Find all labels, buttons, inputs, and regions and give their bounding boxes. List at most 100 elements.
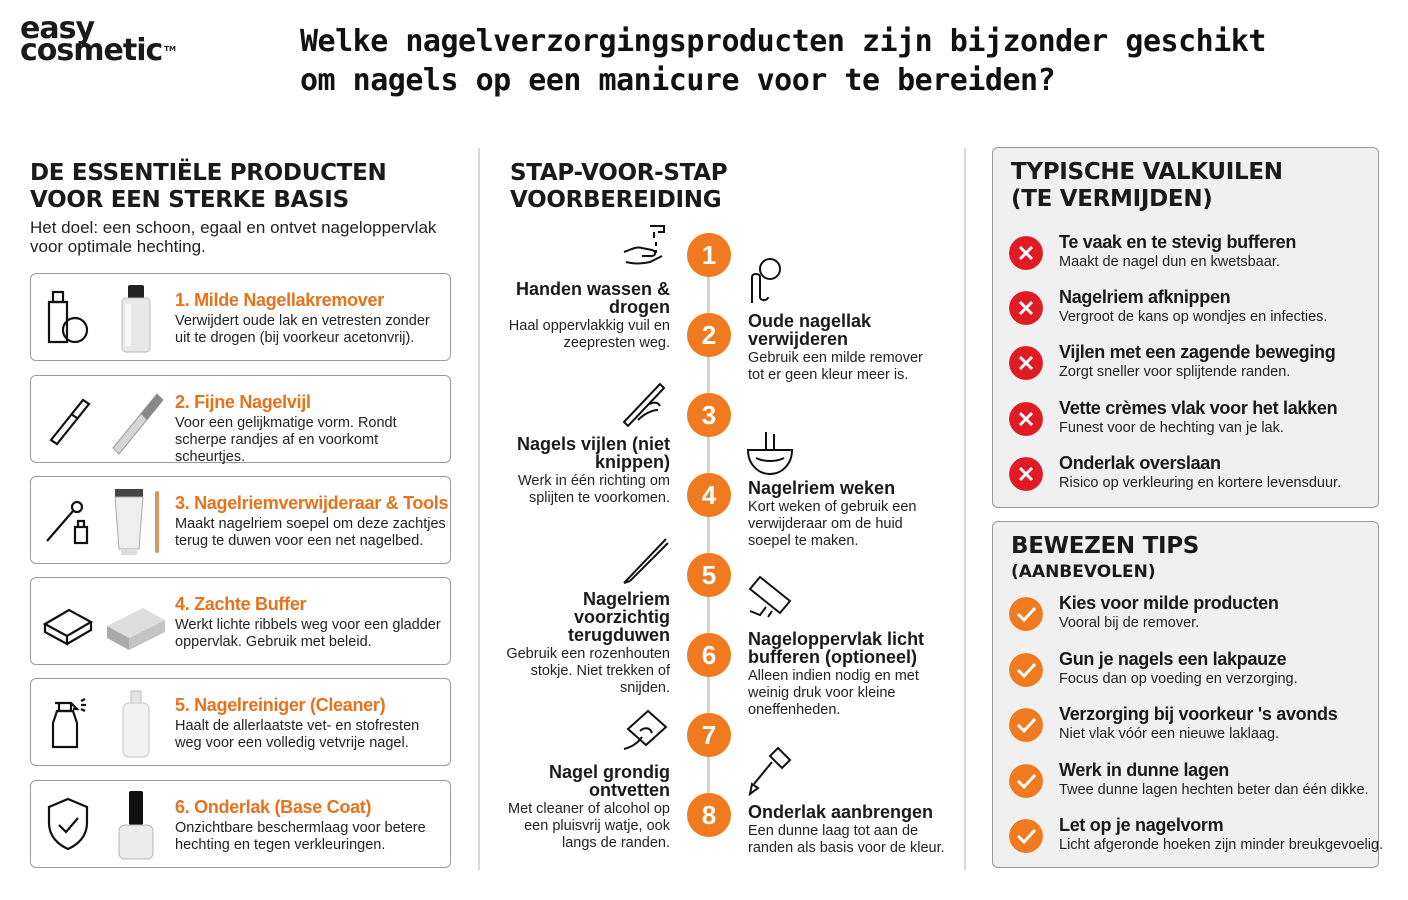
tip-desc: Focus dan op voeding en verzorging. bbox=[1059, 671, 1298, 687]
wipe-nail-icon bbox=[623, 709, 668, 750]
tip-item: Werk in dunne lagen Twee dunne lagen hec… bbox=[1009, 760, 1369, 804]
step-desc: Alleen indien nodig en met weinig druk v… bbox=[748, 668, 919, 718]
step-desc: Werk in één richting om splijten te voor… bbox=[517, 473, 670, 506]
tips-box: BEWEZEN TIPS (AANBEVOLEN) Kies voor mild… bbox=[992, 521, 1383, 868]
tips-heading: BEWEZEN TIPS bbox=[1011, 533, 1200, 559]
tip-item: Verzorging bij voorkeur 's avonds Niet v… bbox=[1009, 704, 1369, 748]
cuticle-tube-photo bbox=[114, 489, 159, 555]
product-card-cleaner: 5. Nagelreiniger (Cleaner) Haalt de alle… bbox=[30, 678, 451, 766]
cotton-pad-finger-icon bbox=[751, 258, 781, 303]
tip-title: Werk in dunne lagen bbox=[1059, 760, 1229, 780]
logo-trademark: TM bbox=[164, 45, 177, 53]
pitfall-desc: Funest voor de hechting van je lak. bbox=[1059, 420, 1284, 436]
step-desc: Een dunne laag tot aan de randen als bas… bbox=[748, 823, 945, 856]
step-5: Nagelriem voorzichtig terugduwen Gebruik… bbox=[484, 590, 670, 697]
product-card-file: 2. Fijne Nagelvijl Voor een gelijkmatige… bbox=[30, 375, 451, 465]
tip-item: Gun je nagels een lakpauze Focus dan op … bbox=[1009, 649, 1369, 693]
product-desc: Maakt nagelriem soepel om deze zachtjes … bbox=[175, 516, 446, 549]
basecoat-bottle-photo bbox=[118, 791, 154, 860]
nail-file-icon bbox=[49, 398, 91, 446]
pitfall-item: Vette crèmes vlak voor het lakken Funest… bbox=[1009, 398, 1369, 442]
tip-desc: Twee dunne lagen hechten beter dan één d… bbox=[1059, 782, 1369, 798]
column-divider-right bbox=[964, 148, 966, 870]
tip-desc: Licht afgeronde hoeken zijn minder breuk… bbox=[1059, 837, 1384, 853]
pitfall-desc: Zorgt sneller voor splijtende randen. bbox=[1059, 364, 1291, 380]
pitfall-item: Onderlak overslaan Risico op verkleuring… bbox=[1009, 453, 1369, 497]
soak-bowl-icon bbox=[746, 432, 794, 476]
remover-bottle-photo bbox=[121, 285, 151, 353]
pitfall-title: Onderlak overslaan bbox=[1059, 453, 1221, 473]
step-7: Nagel grondig ontvetten Met cleaner of a… bbox=[500, 763, 670, 852]
tip-title: Verzorging bij voorkeur 's avonds bbox=[1059, 704, 1338, 724]
step-3: Nagels vijlen (niet knippen) Werk in één… bbox=[500, 435, 670, 507]
step-number-5: 5 bbox=[687, 553, 731, 597]
column-divider-left bbox=[478, 148, 480, 870]
filing-nail-icon bbox=[622, 382, 666, 428]
buffer-block-icon bbox=[43, 608, 93, 646]
cleaner-bottle-photo bbox=[122, 690, 150, 758]
buffer-block-photo bbox=[107, 608, 165, 650]
product-desc: Verwijdert oude lak en vetresten zonder … bbox=[175, 313, 430, 346]
logo-line-2: cosmetic bbox=[20, 33, 163, 68]
step-number-3: 3 bbox=[687, 393, 731, 437]
step-number-1: 1 bbox=[687, 233, 731, 277]
step-desc: Met cleaner of alcohol op een pluisvrij … bbox=[507, 801, 670, 851]
product-desc: Haalt de allerlaatste vet- en stofresten… bbox=[175, 718, 420, 751]
steps-heading: STAP-VOOR-STAP VOORBEREIDING bbox=[510, 160, 728, 213]
pitfall-item: Vijlen met een zagende beweging Zorgt sn… bbox=[1009, 342, 1369, 386]
check-icon bbox=[1009, 764, 1043, 798]
tip-title: Let op je nagelvorm bbox=[1059, 815, 1224, 835]
product-card-cuticle: 3. Nagelriemverwijderaar & Tools Maakt n… bbox=[30, 476, 451, 564]
page-title: Welke nagelverzorgingsproducten zijn bij… bbox=[300, 24, 1266, 98]
pitfall-item: Nagelriem afknippen Vergroot de kans op … bbox=[1009, 287, 1369, 331]
tip-title: Kies voor milde producten bbox=[1059, 593, 1279, 613]
step-title: Nagels vijlen (niet knippen) bbox=[516, 434, 670, 472]
pitfall-title: Nagelriem afknippen bbox=[1059, 287, 1231, 307]
step-title: Nageloppervlak licht bufferen (optioneel… bbox=[748, 629, 925, 667]
step-title: Nagel grondig ontvetten bbox=[549, 762, 670, 800]
step-2: Oude nagellak verwijderen Gebruik een mi… bbox=[748, 312, 928, 384]
product-title: 2. Fijne Nagelvijl bbox=[175, 392, 311, 412]
step-title: Nagelriem weken bbox=[748, 478, 896, 498]
logo-line-1: easy bbox=[20, 11, 95, 46]
cross-icon bbox=[1009, 457, 1043, 491]
pitfall-item: Te vaak en te stevig bufferen Maakt de n… bbox=[1009, 232, 1369, 276]
step-1: Handen wassen & drogen Haal oppervlakkig… bbox=[470, 280, 670, 352]
step-number-8: 8 bbox=[687, 793, 731, 837]
pitfall-title: Vette crèmes vlak voor het lakken bbox=[1059, 398, 1338, 418]
products-heading: DE ESSENTIËLE PRODUCTEN VOOR EEN STERKE … bbox=[30, 160, 387, 213]
step-title: Handen wassen & drogen bbox=[515, 279, 670, 317]
product-title: 1. Milde Nagellakremover bbox=[175, 290, 384, 310]
tips-subheading: (AANBEVOLEN) bbox=[1011, 562, 1156, 582]
product-desc: Voor een gelijkmatige vorm. Rondt scherp… bbox=[175, 415, 397, 465]
tip-desc: Vooral bij de remover. bbox=[1059, 615, 1200, 631]
step-desc: Gebruik een rozenhouten stokje. Niet tre… bbox=[506, 646, 670, 696]
pitfalls-heading: TYPISCHE VALKUILEN (TE VERMIJDEN) bbox=[1011, 159, 1283, 212]
product-card-basecoat: 6. Onderlak (Base Coat) Onzichtbare besc… bbox=[30, 780, 451, 868]
nail-file-photo bbox=[112, 393, 164, 455]
tip-title: Gun je nagels een lakpauze bbox=[1059, 649, 1287, 669]
product-desc: Onzichtbare beschermlaag voor betere hec… bbox=[175, 820, 426, 853]
check-icon bbox=[1009, 597, 1043, 631]
products-subtitle: Het doel: een schoon, egaal en ontvet na… bbox=[30, 218, 437, 256]
product-title: 3. Nagelriemverwijderaar & Tools bbox=[175, 493, 449, 513]
step-number-4: 4 bbox=[687, 473, 731, 517]
step-number-7: 7 bbox=[687, 713, 731, 757]
pitfall-desc: Vergroot de kans op wondjes en infecties… bbox=[1059, 309, 1328, 325]
cross-icon bbox=[1009, 291, 1043, 325]
buffer-nail-icon bbox=[748, 575, 792, 618]
orange-stick-icon bbox=[623, 538, 669, 584]
cross-icon bbox=[1009, 346, 1043, 380]
step-title: Oude nagellak verwijderen bbox=[748, 311, 872, 349]
step-6: Nageloppervlak licht bufferen (optioneel… bbox=[748, 630, 928, 719]
pitfall-title: Te vaak en te stevig bufferen bbox=[1059, 232, 1297, 252]
pitfall-desc: Risico op verkleuring en kortere levensd… bbox=[1059, 475, 1342, 491]
step-4: Nagelriem weken Kort weken of gebruik ee… bbox=[748, 479, 923, 550]
pitfall-title: Vijlen met een zagende beweging bbox=[1059, 342, 1336, 362]
step-number-6: 6 bbox=[687, 633, 731, 677]
step-desc: Gebruik een milde remover tot er geen kl… bbox=[748, 350, 923, 383]
cross-icon bbox=[1009, 402, 1043, 436]
product-desc: Werkt lichte ribbels weg voor een gladde… bbox=[175, 617, 441, 650]
check-icon bbox=[1009, 708, 1043, 742]
cuticle-tools-icon bbox=[46, 500, 89, 545]
